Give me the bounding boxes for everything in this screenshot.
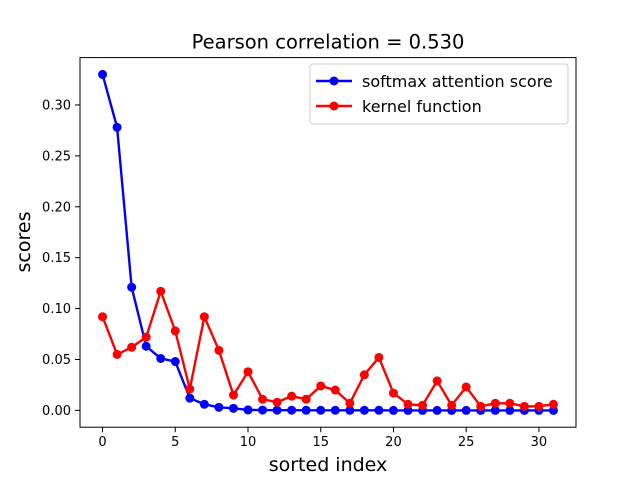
data-point-kernel [141,332,151,342]
data-point-softmax [214,402,224,412]
data-point-softmax [228,403,238,413]
data-point-kernel [112,349,122,359]
data-point-kernel [490,398,500,408]
data-point-softmax [127,282,137,292]
data-point-softmax [243,405,253,415]
legend-marker-softmax [329,76,339,86]
data-point-softmax [112,122,122,132]
data-point-softmax [359,405,369,415]
data-point-softmax [330,405,340,415]
plot-area-frame [79,57,577,428]
data-point-softmax [170,357,180,367]
data-point-kernel [418,400,428,410]
x-tick-label: 10 [240,435,257,450]
data-point-kernel [447,400,457,410]
data-point-kernel [214,345,224,355]
y-tick-label: 0.10 [42,302,71,317]
data-point-kernel [316,381,326,391]
y-tick-label: 0.30 [42,98,71,113]
data-point-kernel [258,394,268,404]
data-point-softmax [388,405,398,415]
y-tick-label: 0.00 [42,404,71,419]
x-tick-label: 30 [531,435,548,450]
data-point-softmax [345,405,355,415]
x-tick-label: 15 [312,435,329,450]
data-point-kernel [345,398,355,408]
data-point-kernel [98,312,108,322]
data-point-kernel [301,394,311,404]
data-point-kernel [243,367,253,377]
data-point-kernel [127,342,137,352]
x-tick-label: 0 [98,435,106,450]
data-point-kernel [519,401,529,411]
legend-frame [309,63,569,125]
x-tick-label: 25 [458,435,475,450]
data-point-kernel [388,388,398,398]
y-axis: 0.00 0.05 0.10 0.15 0.20 0.25 0.30 [42,98,80,419]
data-point-softmax [156,353,166,363]
data-point-kernel [287,391,297,401]
data-point-kernel [330,385,340,395]
x-axis-label: sorted index [269,454,388,476]
y-tick-label: 0.25 [42,149,71,164]
data-point-softmax [505,405,515,415]
data-point-kernel [548,399,558,409]
x-tick-label: 20 [385,435,402,450]
data-point-kernel [374,352,384,362]
data-point-kernel [534,401,544,411]
y-tick-label: 0.05 [42,353,71,368]
data-point-kernel [272,397,282,407]
legend-marker-kernel [329,101,339,111]
data-point-softmax [287,405,297,415]
y-tick-label: 0.20 [42,200,71,215]
y-tick-label: 0.15 [42,251,71,266]
data-point-kernel [461,382,471,392]
x-tick-label: 5 [171,435,179,450]
data-point-softmax [98,69,108,79]
x-axis: 0 5 10 15 20 25 30 [98,427,547,450]
data-point-kernel [476,401,486,411]
y-axis-label: scores [13,212,35,273]
legend-label-kernel: kernel function [362,97,482,116]
data-point-softmax [185,393,195,403]
data-point-softmax [374,405,384,415]
data-point-softmax [432,405,442,415]
data-point-softmax [301,405,311,415]
data-point-kernel [170,326,180,336]
chart-title: Pearson correlation = 0.530 [192,31,465,54]
data-point-softmax [141,341,151,351]
data-point-kernel [199,312,209,322]
data-point-softmax [258,405,268,415]
data-point-softmax [199,399,209,409]
legend: softmax attention score kernel function [309,63,569,125]
legend-label-softmax: softmax attention score [362,72,553,91]
data-point-kernel [156,286,166,296]
data-point-softmax [316,405,326,415]
data-point-kernel [359,370,369,380]
series-layer [98,69,558,415]
data-point-softmax [461,405,471,415]
data-point-kernel [432,376,442,386]
data-point-kernel [403,399,413,409]
data-point-kernel [185,384,195,394]
data-point-kernel [228,390,238,400]
data-point-softmax [490,405,500,415]
data-point-softmax [272,405,282,415]
data-point-kernel [505,398,515,408]
